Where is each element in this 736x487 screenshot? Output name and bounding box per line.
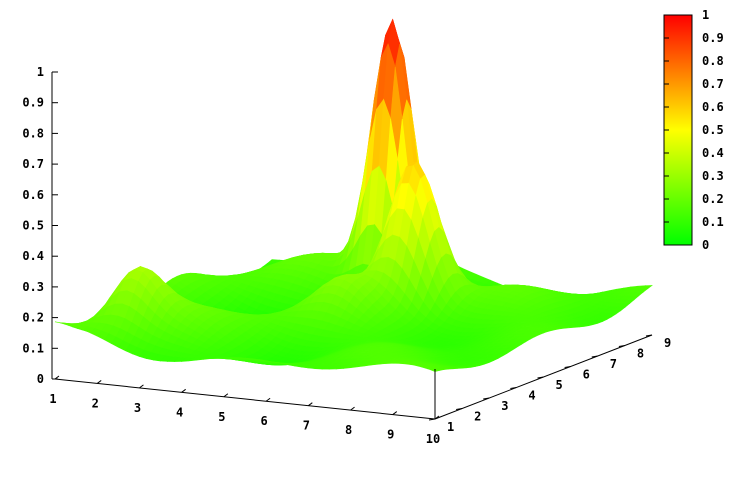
- y-tick-label: 1: [447, 420, 454, 434]
- x-axis-line: [54, 378, 436, 420]
- x-tick: [392, 411, 398, 415]
- x-tick-label: 6: [260, 414, 267, 428]
- y-tick: [483, 397, 490, 400]
- z-tick-label: 0.3: [22, 280, 44, 294]
- surface-patch: [426, 367, 441, 372]
- colorbar-tick-label: 0.4: [702, 146, 724, 160]
- surface-plot: [54, 18, 653, 372]
- z-tick-label: 0: [37, 372, 44, 386]
- y-tick-label: 8: [637, 347, 644, 361]
- colorbar-tick-label: 0.7: [702, 77, 724, 91]
- y-tick-label: 4: [528, 389, 535, 403]
- x-tick-label: 8: [345, 423, 352, 437]
- colorbar-tick-label: 0.8: [702, 54, 724, 68]
- x-tick-label: 3: [134, 401, 141, 415]
- z-tick-label: 1: [37, 65, 44, 79]
- colorbar-tick-label: 0.6: [702, 100, 724, 114]
- x-tick-label: 10: [426, 432, 440, 446]
- colorbar-tick-label: 0.5: [702, 123, 724, 137]
- y-tick-label: 6: [583, 368, 590, 382]
- x-tick-label: 1: [49, 392, 56, 406]
- colorbar: 0 0.1 0.2 0.3 0.4 0.5 0.6 0.7 0.8 0.9 1: [663, 8, 724, 252]
- z-tick-label: 0.6: [22, 188, 44, 202]
- y-tick: [591, 355, 598, 358]
- z-tick-label: 0.1: [22, 341, 44, 355]
- z-tick-label: 0.9: [22, 96, 44, 110]
- colorbar-tick-label: 0.2: [702, 192, 724, 206]
- y-tick-label: 3: [501, 399, 508, 413]
- x-tick-label: 7: [303, 419, 310, 433]
- colorbar-tick-label: 0.3: [702, 169, 724, 183]
- x-tick: [54, 375, 60, 380]
- y-tick: [510, 387, 517, 389]
- x-tick-label: 4: [176, 405, 183, 419]
- axes: 0 0.1 0.2 0.3 0.4 0.5 0.6 0.7 0.8 0.9 1 1 2 3 4 5 6 7 8 9 10…: [22, 65, 671, 446]
- colorbar-tick-label: 0.1: [702, 215, 724, 229]
- z-tick-label: 0.5: [22, 219, 44, 233]
- z-tick-label: 0.4: [22, 249, 44, 263]
- colorbar-tick-label: 0: [702, 238, 709, 252]
- z-tick-label: 0.8: [22, 126, 44, 140]
- x-tick: [350, 406, 355, 411]
- y-tick-label: 7: [610, 357, 617, 371]
- y-tick-label: 9: [664, 336, 671, 350]
- x-tick-label: 5: [218, 410, 225, 424]
- y-tick: [456, 408, 463, 410]
- y-tick: [537, 376, 544, 379]
- x-tick: [139, 384, 144, 389]
- x-tick-label: 9: [387, 428, 394, 442]
- x-tick: [181, 388, 186, 393]
- colorbar-tick-label: 0.9: [702, 31, 724, 45]
- x-tick: [308, 402, 313, 407]
- z-tick-label: 0.7: [22, 157, 44, 171]
- x-tick-label: 2: [92, 396, 99, 410]
- x-tick: [96, 380, 102, 384]
- y-tick-label: 5: [556, 378, 563, 392]
- y-tick: [618, 345, 625, 347]
- x-tick: [223, 393, 229, 398]
- y-tick: [645, 334, 653, 337]
- z-tick-label: 0.2: [22, 311, 44, 325]
- x-tick: [265, 397, 271, 402]
- y-tick: [564, 366, 571, 368]
- colorbar-tick-label: 1: [702, 8, 709, 22]
- y-tick-label: 2: [474, 410, 481, 424]
- y-tick: [428, 418, 436, 421]
